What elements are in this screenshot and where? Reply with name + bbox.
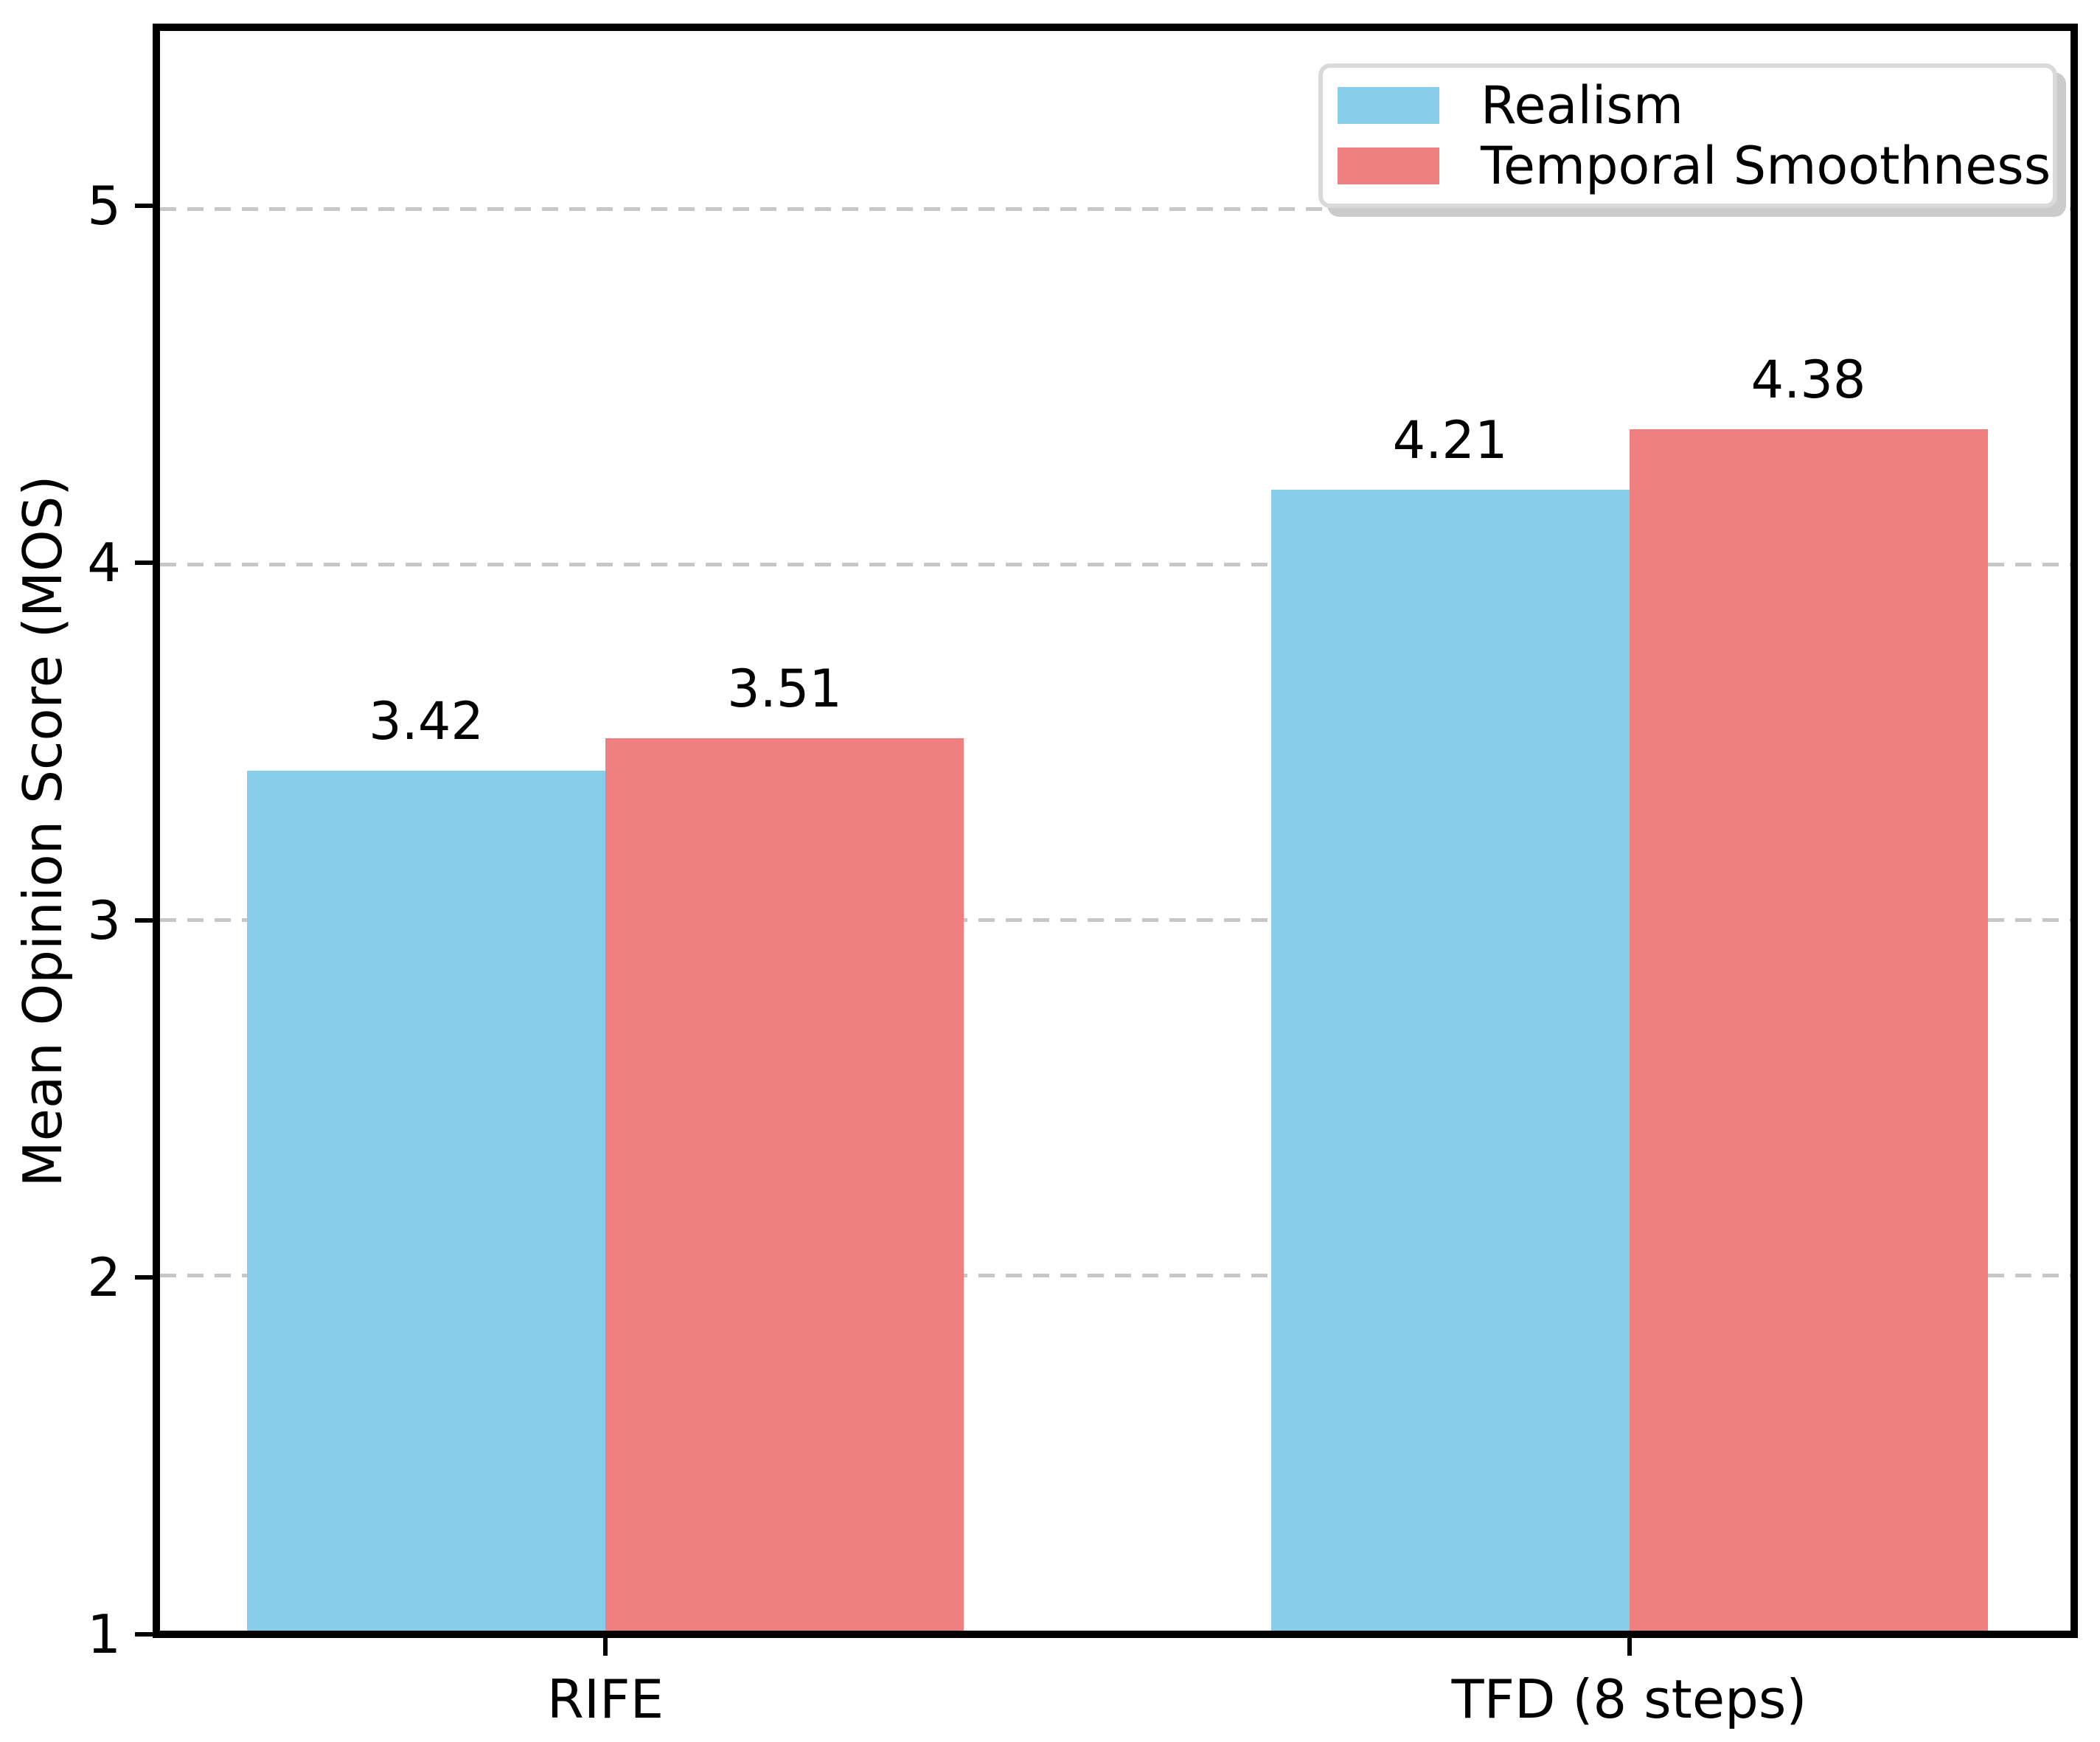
legend-item-temporal-smoothness: Temporal Smoothness bbox=[1338, 137, 2051, 195]
bar-value-label: 3.51 bbox=[727, 659, 842, 720]
x-tick-label-0: RIFE bbox=[546, 1668, 664, 1730]
y-tick-5 bbox=[135, 204, 153, 209]
legend-label-realism: Realism bbox=[1481, 74, 1684, 136]
bar-value-label: 4.38 bbox=[1750, 349, 1866, 410]
bar-temporal-smoothness-0 bbox=[605, 738, 964, 1631]
y-tick-label-5: 5 bbox=[87, 175, 121, 237]
gridlines-group bbox=[160, 31, 2071, 1631]
y-tick-label-2: 2 bbox=[87, 1246, 121, 1308]
bar-realism-1 bbox=[1270, 489, 1630, 1631]
y-tick-4 bbox=[135, 561, 153, 566]
legend: Realism Temporal Smoothness bbox=[1318, 63, 2057, 208]
y-tick-1 bbox=[135, 1632, 153, 1637]
y-tick-label-3: 3 bbox=[87, 889, 121, 951]
legend-label-temporal-smoothness: Temporal Smoothness bbox=[1481, 135, 2051, 196]
legend-item-realism: Realism bbox=[1338, 77, 2035, 134]
bar-temporal-smoothness-1 bbox=[1629, 428, 1988, 1631]
plot-area: 3.42 4.21 3.51 4.38 bbox=[153, 24, 2078, 1638]
gridline-y-2 bbox=[160, 1273, 2071, 1277]
gridline-y-3 bbox=[160, 917, 2071, 922]
x-tick-label-1: TFD (8 steps) bbox=[1451, 1668, 1807, 1730]
y-tick-label-4: 4 bbox=[87, 532, 121, 594]
gridline-y-4 bbox=[160, 562, 2071, 566]
y-tick-3 bbox=[135, 917, 153, 923]
bar-realism-0 bbox=[247, 770, 605, 1631]
bars-group: 3.42 4.21 3.51 4.38 bbox=[160, 31, 2071, 1631]
x-tick-0 bbox=[603, 1638, 608, 1656]
bar-value-label: 4.21 bbox=[1392, 409, 1508, 471]
bar-value-label: 3.42 bbox=[369, 690, 484, 752]
legend-swatch-temporal-smoothness bbox=[1338, 148, 1439, 184]
gridline-y-5 bbox=[160, 207, 2071, 211]
x-tick-1 bbox=[1627, 1638, 1632, 1656]
legend-swatch-realism bbox=[1338, 87, 1439, 124]
y-tick-label-1: 1 bbox=[87, 1603, 121, 1665]
y-tick-2 bbox=[135, 1274, 153, 1280]
